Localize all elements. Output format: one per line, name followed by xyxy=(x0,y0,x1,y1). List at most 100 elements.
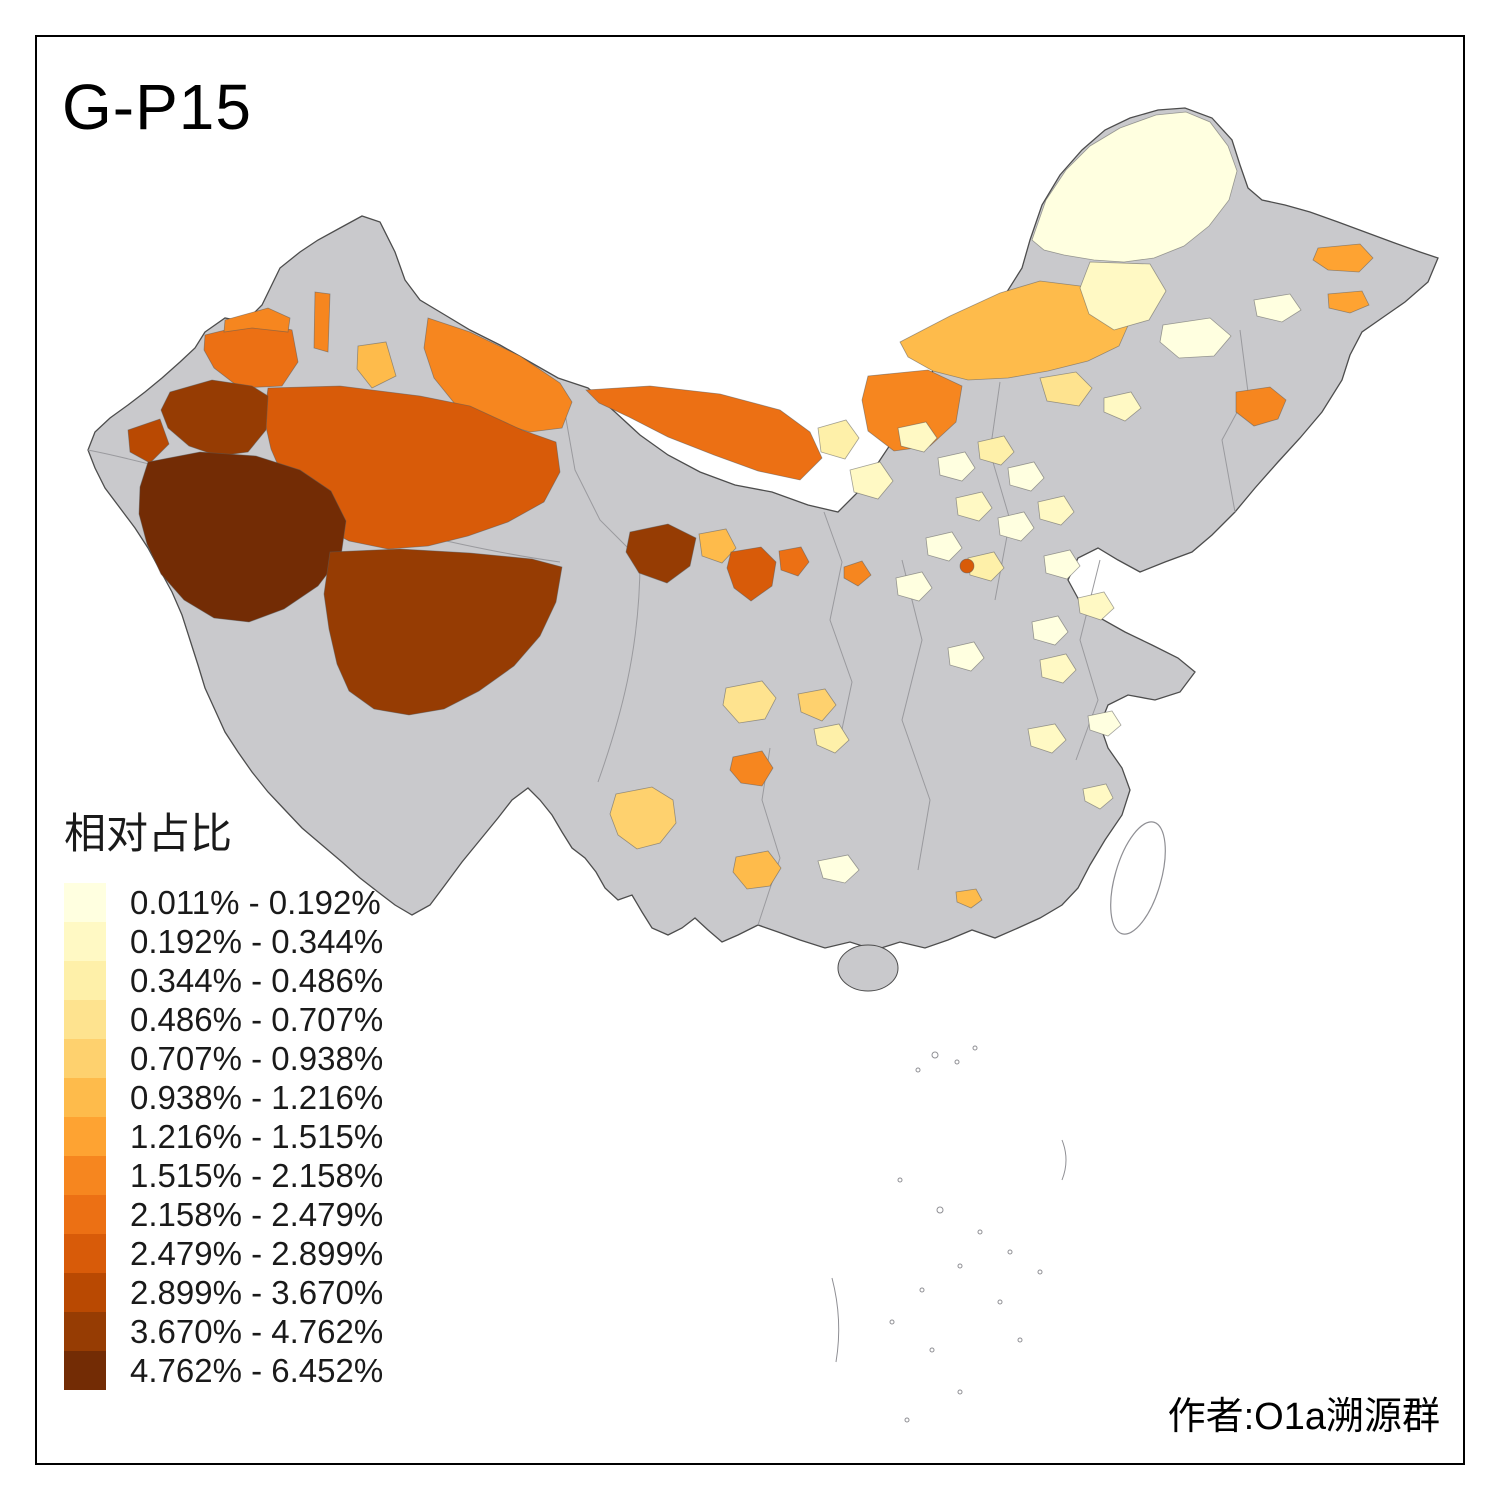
map-region xyxy=(223,307,291,333)
legend-item: 0.011% - 0.192% xyxy=(64,883,383,922)
map-region xyxy=(1082,783,1114,810)
map-region xyxy=(698,528,737,564)
map-region xyxy=(729,750,774,787)
province-border-line xyxy=(597,559,641,783)
map-region xyxy=(1253,293,1302,323)
map-region xyxy=(726,546,777,602)
map-region xyxy=(849,461,894,500)
legend-label: 2.899% - 3.670% xyxy=(130,1273,384,1311)
map-region xyxy=(160,379,269,457)
map-region xyxy=(1031,111,1238,263)
legend-label: 4.762% - 6.452% xyxy=(130,1351,384,1389)
legend-swatch xyxy=(64,1078,106,1117)
legend-swatch xyxy=(64,1351,106,1390)
map-region xyxy=(1159,317,1232,359)
figure-title: G-P15 xyxy=(62,71,252,143)
map-region xyxy=(722,680,777,724)
legend-item: 1.515% - 2.158% xyxy=(64,1156,383,1195)
legend-label: 0.938% - 1.216% xyxy=(130,1078,384,1116)
map-region xyxy=(1039,653,1077,684)
legend-item: 2.479% - 2.899% xyxy=(64,1234,383,1273)
legend-item: 0.938% - 1.216% xyxy=(64,1078,383,1117)
legend-item: 3.670% - 4.762% xyxy=(64,1312,383,1351)
legend-swatch xyxy=(64,883,106,922)
legend-label: 0.344% - 0.486% xyxy=(130,961,384,999)
province-border-line xyxy=(559,384,641,561)
map-region xyxy=(1031,615,1069,646)
legend-item: 1.216% - 1.515% xyxy=(64,1117,383,1156)
map-region xyxy=(1235,386,1287,427)
legend-label: 1.216% - 1.515% xyxy=(130,1117,384,1155)
legend: 相对占比 0.011% - 0.192% 0.192% - 0.344% 0.344… xyxy=(64,800,383,1390)
legend-label: 1.515% - 2.158% xyxy=(130,1156,384,1194)
map-region xyxy=(1027,723,1067,754)
legend-label: 0.192% - 0.344% xyxy=(130,922,384,960)
map-region xyxy=(778,546,810,577)
legend-label: 2.158% - 2.479% xyxy=(130,1195,384,1233)
map-region xyxy=(1312,243,1374,273)
map-region xyxy=(895,571,933,602)
legend-swatch xyxy=(64,961,106,1000)
legend-label: 0.486% - 0.707% xyxy=(130,1000,384,1038)
map-region xyxy=(1327,290,1370,314)
map-region xyxy=(937,451,976,482)
map-region xyxy=(899,280,1131,381)
map-region xyxy=(1077,591,1115,621)
legend-item: 0.192% - 0.344% xyxy=(64,922,383,961)
map-region xyxy=(1079,261,1167,331)
map-region xyxy=(585,385,823,481)
legend-swatch xyxy=(64,1039,106,1078)
map-region xyxy=(313,291,331,353)
legend-title: 相对占比 xyxy=(64,810,233,857)
province-border-line xyxy=(1221,329,1249,513)
legend-items: 0.011% - 0.192% 0.192% - 0.344% 0.344% - 0… xyxy=(64,883,383,1390)
map-region xyxy=(925,531,963,562)
legend-label: 0.707% - 0.938% xyxy=(130,1039,384,1077)
hainan-island xyxy=(837,944,899,992)
legend-swatch xyxy=(64,922,106,961)
legend-item: 2.158% - 2.479% xyxy=(64,1195,383,1234)
attribution: 作者:O1a溯源群 xyxy=(1167,1396,1440,1438)
map-region xyxy=(609,786,677,850)
map-region xyxy=(817,419,860,460)
map-region xyxy=(959,558,975,574)
legend-item: 2.899% - 3.670% xyxy=(64,1273,383,1312)
map-region xyxy=(797,688,837,722)
map-region xyxy=(977,435,1015,466)
legend-label: 3.670% - 4.762% xyxy=(130,1312,384,1350)
legend-swatch xyxy=(64,1117,106,1156)
legend-swatch xyxy=(64,1312,106,1351)
map-region xyxy=(817,854,860,884)
map-region xyxy=(323,548,563,716)
map-region xyxy=(1037,495,1075,526)
legend-item: 0.344% - 0.486% xyxy=(64,961,383,1000)
map-region xyxy=(732,850,782,890)
province-border-line xyxy=(989,381,1011,601)
taiwan-island xyxy=(1110,821,1166,935)
legend-label: 2.479% - 2.899% xyxy=(130,1234,384,1272)
legend-swatch xyxy=(64,1156,106,1195)
legend-item: 0.707% - 0.938% xyxy=(64,1039,383,1078)
map-region xyxy=(843,560,872,587)
map-region xyxy=(423,317,573,433)
map-region xyxy=(897,421,938,453)
map-region xyxy=(1103,391,1142,422)
map-region xyxy=(1039,371,1093,407)
province-border-line xyxy=(901,559,931,871)
map-region xyxy=(997,511,1035,542)
map-region xyxy=(955,888,983,909)
legend-swatch xyxy=(64,1234,106,1273)
map-region xyxy=(356,341,397,389)
map-region xyxy=(625,523,697,584)
legend-item: 0.486% - 0.707% xyxy=(64,1000,383,1039)
map-region xyxy=(947,641,985,672)
legend-swatch xyxy=(64,1195,106,1234)
map-region xyxy=(138,451,347,623)
south-china-sea-islands xyxy=(831,1045,1067,1423)
map-region xyxy=(1087,710,1122,737)
province-border-line xyxy=(823,511,853,749)
map-region xyxy=(955,491,993,522)
legend-swatch xyxy=(64,1273,106,1312)
